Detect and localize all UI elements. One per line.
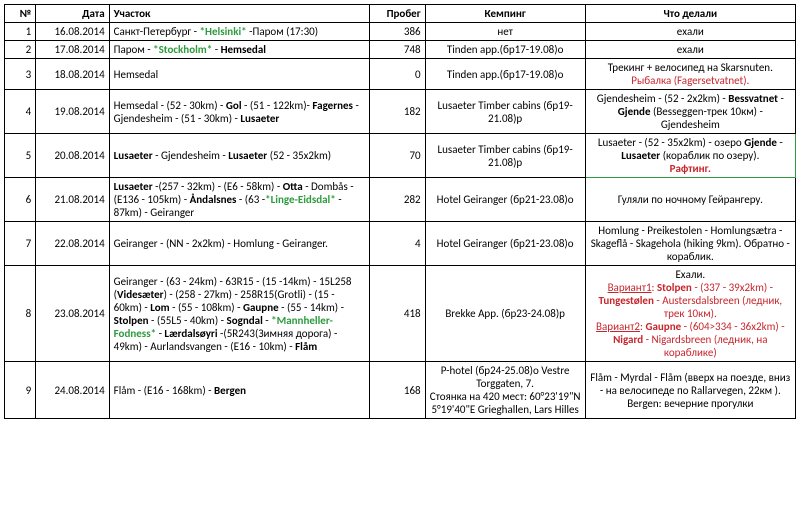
cell-section: Geiranger - (63 - 24km) - 63R15 - (15 -1…: [109, 266, 370, 362]
cell-date: 23.08.2014: [36, 266, 109, 362]
cell-activity: ехали: [585, 23, 795, 41]
cell-activity: ехали: [585, 41, 795, 59]
cell-section: Hemsedal - (52 - 30km) - Gol - (51 - 122…: [109, 90, 370, 134]
cell-num: 9: [5, 362, 36, 419]
cell-num: 5: [5, 134, 36, 178]
cell-section: Санкт-Петербург - *Helsinki* -Паром (17:…: [109, 23, 370, 41]
cell-date: 22.08.2014: [36, 222, 109, 266]
cell-mileage: 168: [370, 362, 425, 419]
cell-camping: Hotel Geiranger (бр21-23.08)о: [425, 178, 585, 222]
cell-num: 2: [5, 41, 36, 59]
header-num: №: [5, 5, 36, 23]
cell-mileage: 70: [370, 134, 425, 178]
cell-section: Lusaeter -(257 - 32km) - (E6 - 58km) - O…: [109, 178, 370, 222]
header-row: № Дата Участок Пробег Кемпинг Что делали: [5, 5, 796, 23]
header-mileage: Пробег: [370, 5, 425, 23]
table-row: 116.08.2014Санкт-Петербург - *Helsinki* …: [5, 23, 796, 41]
header-camping: Кемпинг: [425, 5, 585, 23]
cell-num: 4: [5, 90, 36, 134]
cell-activity: Flåm - Myrdal - Flåm (вверх на поезде, в…: [585, 362, 795, 419]
cell-activity: Homlung - Preikestolen - Homlungsætra - …: [585, 222, 795, 266]
cell-num: 1: [5, 23, 36, 41]
cell-date: 18.08.2014: [36, 59, 109, 90]
cell-camping: P-hotel (бр24-25.08)о Vestre Torggaten, …: [425, 362, 585, 419]
table-row: 318.08.2014Hemsedal0Tinden app.(бр17-19.…: [5, 59, 796, 90]
cell-mileage: 282: [370, 178, 425, 222]
cell-mileage: 386: [370, 23, 425, 41]
cell-num: 8: [5, 266, 36, 362]
cell-date: 16.08.2014: [36, 23, 109, 41]
cell-camping: Tinden app.(бр17-19.08)о: [425, 59, 585, 90]
table-row: 217.08.2014Паром - *Stockholm* - Hemseda…: [5, 41, 796, 59]
cell-camping: Tinden app.(бр17-19.08)о: [425, 41, 585, 59]
cell-date: 21.08.2014: [36, 178, 109, 222]
cell-num: 7: [5, 222, 36, 266]
cell-camping: нет: [425, 23, 585, 41]
header-date: Дата: [36, 5, 109, 23]
cell-section: Flåm - (E16 - 168km) - Bergen: [109, 362, 370, 419]
cell-date: 20.08.2014: [36, 134, 109, 178]
table-row: 419.08.2014Hemsedal - (52 - 30km) - Gol …: [5, 90, 796, 134]
cell-section: Паром - *Stockholm* - Hemsedal: [109, 41, 370, 59]
cell-section: Lusaeter - Gjendesheim - Lusaeter (52 - …: [109, 134, 370, 178]
table-row: 924.08.2014Flåm - (E16 - 168km) - Bergen…: [5, 362, 796, 419]
cell-section: Hemsedal: [109, 59, 370, 90]
cell-num: 3: [5, 59, 36, 90]
cell-section: Geiranger - (NN - 2x2km) - Homlung - Gei…: [109, 222, 370, 266]
cell-camping: Hotel Geiranger (бр21-23.08)о: [425, 222, 585, 266]
cell-mileage: 748: [370, 41, 425, 59]
cell-activity: Ехали.Вариант1: Stolpen - (337 - 39x2km)…: [585, 266, 795, 362]
table-row: 621.08.2014Lusaeter -(257 - 32km) - (E6 …: [5, 178, 796, 222]
cell-date: 17.08.2014: [36, 41, 109, 59]
cell-camping: Lusaeter Timber cabins (бр19-21.08)р: [425, 90, 585, 134]
cell-activity: Трекинг + велосипед на Skarsnuten.Рыбалк…: [585, 59, 795, 90]
cell-activity: Гуляли по ночному Гейрангеру.: [585, 178, 795, 222]
cell-camping: Brekke App. (бр23-24.08)р: [425, 266, 585, 362]
cell-activity: Gjendesheim - (52 - 2x2km) - Bessvatnet …: [585, 90, 795, 134]
cell-mileage: 4: [370, 222, 425, 266]
cell-mileage: 0: [370, 59, 425, 90]
header-section: Участок: [109, 5, 370, 23]
cell-date: 24.08.2014: [36, 362, 109, 419]
table-row: 520.08.2014Lusaeter - Gjendesheim - Lusa…: [5, 134, 796, 178]
table-body: 116.08.2014Санкт-Петербург - *Helsinki* …: [5, 23, 796, 419]
cell-date: 19.08.2014: [36, 90, 109, 134]
cell-camping: Lusaeter Timber cabins (бр19-21.08)р: [425, 134, 585, 178]
table-row: 722.08.2014Geiranger - (NN - 2x2km) - Ho…: [5, 222, 796, 266]
cell-mileage: 182: [370, 90, 425, 134]
cell-num: 6: [5, 178, 36, 222]
itinerary-table: № Дата Участок Пробег Кемпинг Что делали…: [4, 4, 796, 419]
cell-activity: Lusaeter - (52 - 35x2km) - озеро Gjende …: [585, 134, 795, 178]
cell-mileage: 418: [370, 266, 425, 362]
table-row: 823.08.2014Geiranger - (63 - 24km) - 63R…: [5, 266, 796, 362]
header-activity: Что делали: [585, 5, 795, 23]
